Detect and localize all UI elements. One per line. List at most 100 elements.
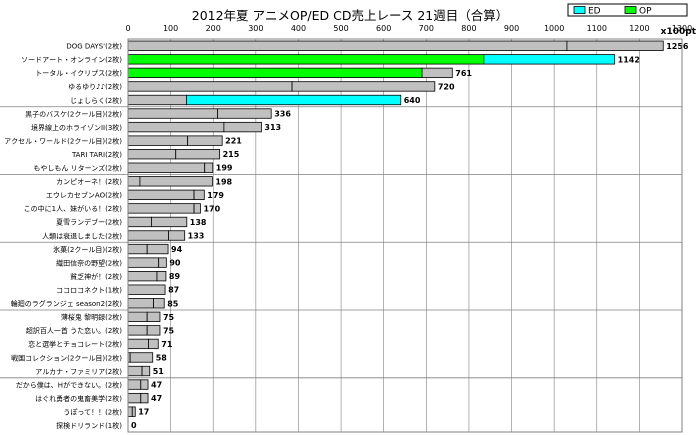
bar-segment-op [127,54,485,65]
bar-segment-op [127,67,423,79]
category-label: TARI TARI(2枚) [71,150,122,159]
value-label: 336 [274,110,291,119]
bar-segment-other [127,406,133,417]
value-label: 58 [156,353,168,362]
bar-row: ソードアート・オンライン(2枚) 1142 [21,54,640,65]
bar-segment-other [291,81,436,92]
value-label: 0 [131,421,137,430]
category-label: ソードアート・オンライン(2枚) [21,55,122,64]
category-label: カンピオーネ！(2枚) [56,177,122,186]
bar-row: アルカナ・ファミリア(2枚) 51 [35,365,165,377]
bar-segment-other [217,108,272,119]
value-label: 87 [168,286,179,295]
bar-rows: DOG DAYS'(2枚) 1256 ソードアート・オンライン(2枚) 1142 トータ… [4,40,689,430]
x-tick-label: 900 [504,24,519,33]
legend: ED OP [567,3,688,17]
legend-swatch-ed [573,6,586,14]
bar-segment-other [127,284,166,295]
bar-segment-ed [185,94,402,106]
category-label: 氷菓(2クール目)(2枚) [53,245,122,254]
value-label: 17 [138,408,149,417]
bar-row: ゆるゆり♪♪(2枚) 720 [68,81,455,92]
value-label: 179 [207,191,224,200]
bar-segment-other [127,94,187,106]
bar-segment-other [140,392,149,404]
bar-segment-other [127,325,148,336]
category-label: 恋と選挙とチョコレート(2枚) [28,340,122,349]
bar-row: 氷菓(2クール目)(2枚) 94 [53,243,183,255]
x-tick-label: 800 [461,24,476,33]
category-label: ココロコネクト(1枚) [56,286,122,295]
bar-segment-other [127,121,225,133]
value-label: 138 [190,218,207,227]
bar-row: もやしもん リターンズ(2枚) 199 [33,162,233,173]
category-label: 夏雪ランデブー(2枚) [56,218,122,227]
x-tick-label: 400 [291,24,306,33]
bar-segment-other [127,392,142,404]
bar-segment-other [193,189,205,200]
bar-row: じょしらく(2枚) 640 [70,94,421,106]
bar-row: トータル・イクリプス(2枚) 761 [35,67,472,79]
x-tick-label: 600 [376,24,391,33]
value-label: 51 [153,367,165,376]
bar-segment-other [127,216,152,228]
bar-segment-other [127,379,142,390]
category-label: 超訳百人一首 うた恋い。(2枚) [26,326,122,335]
plot-frame [127,38,683,433]
bar-segment-other [127,203,195,214]
value-label: 75 [163,313,175,322]
bar-segment-other [127,40,568,51]
bar-segment-other [168,230,186,241]
bar-row: 夏雪ランデブー(2枚) 138 [56,216,207,228]
bar-segment-other [127,338,149,350]
value-label: 221 [225,137,242,146]
category-label: 薄桜鬼 黎明録(2枚) [61,313,122,322]
category-label: アクセル・ワールド(2クール目)(2枚) [4,136,122,145]
value-label: 720 [438,82,455,91]
bar-row: 戦国コレクション(2クール目)(2枚) 58 [11,352,168,363]
bar-segment-other [131,406,136,417]
value-label: 89 [169,272,181,281]
bar-segment-other [127,298,154,309]
bar-segment-other [127,243,148,255]
x-tick-label: 300 [248,24,263,33]
legend-label-ed: ED [588,7,601,17]
bar-segment-other [193,203,201,214]
category-label: だから僕は、Hができない。(2枚) [16,380,122,389]
x-axis-ticks: 0 100 200 300 400 500 600 700 800 900 1000 1100 1200… [125,24,692,33]
category-label: トータル・イクリプス(2枚) [35,69,122,78]
category-label: 貧乏神が！(2枚) [70,272,122,281]
bar-segment-ed [483,54,616,65]
category-label: 戦国コレクション(2クール目)(2枚) [11,353,122,362]
bar-segment-other [148,338,159,350]
value-label: 94 [171,245,183,254]
category-label: 境界線上のホライゾンII(3枚) [31,123,122,132]
bar-row: TARI TARI(2枚) 215 [71,149,240,160]
bar-segment-other [140,379,149,390]
bar-row: 探検ドリランド(1枚) 0 [56,421,137,430]
category-label: はぐれ勇者の鬼畜美学(2枚) [35,394,122,403]
bar-row: 人類は衰退しました(2枚) 133 [42,230,205,241]
bar-row: 薄桜鬼 黎明録(2枚) 75 [61,311,175,322]
category-label: エウレカセブンAO(2枚) [46,191,122,200]
bar-segment-other [127,271,158,282]
bar-row: 超訳百人一首 うた恋い。(2枚) 75 [26,325,175,336]
category-label: DOG DAYS'(2枚) [66,42,122,51]
value-label: 90 [169,259,181,268]
bar-segment-other [127,189,195,200]
bar-segment-other [175,149,221,160]
x-tick-label: 100 [163,24,178,33]
value-label: 47 [151,394,162,403]
x-tick-label: 500 [333,24,348,33]
group-dividers [0,106,682,379]
x-tick-label: 1000 [544,24,564,33]
chart-title: 2012年夏 アニメOP/ED CD売上レース 21週目（合算） [192,8,508,23]
value-label: 133 [188,232,205,241]
category-label: 織田信奈の野望(2枚) [56,258,122,267]
bar-row: ココロコネクト(1枚) 87 [56,284,179,295]
bar-segment-other [127,162,206,173]
bar-segment-other [127,230,169,241]
bar-row: DOG DAYS'(2枚) 1256 [66,40,689,51]
bar-row: 恋と選挙とチョコレート(2枚) 71 [28,338,173,350]
